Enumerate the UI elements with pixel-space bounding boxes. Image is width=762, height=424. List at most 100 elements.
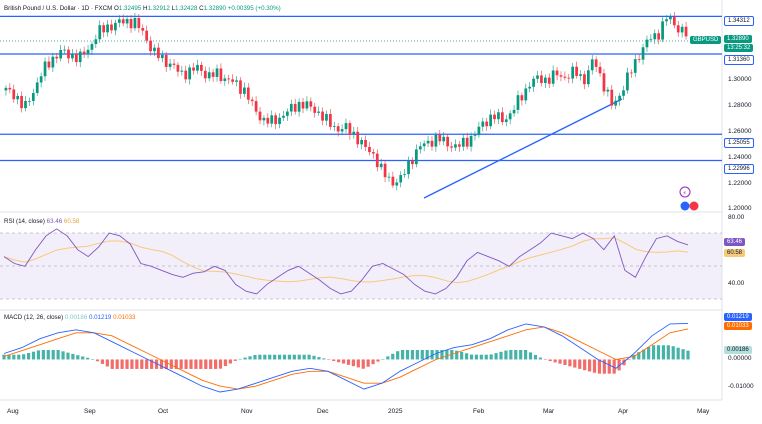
macd-histogram-bar: [302, 354, 306, 360]
candle-body: [633, 59, 637, 73]
candle-body: [274, 115, 278, 125]
candle-body: [24, 101, 27, 109]
rsi-line: [3, 228, 689, 295]
ticker-badge: GBPUSD: [690, 36, 722, 44]
candle-body: [325, 114, 328, 121]
candle-body: [368, 146, 371, 153]
macd-histogram-bar: [22, 354, 26, 360]
candle-body: [235, 80, 238, 82]
candle-body: [16, 95, 20, 100]
candle-body: [590, 59, 594, 71]
rsi-lines: [3, 228, 689, 295]
candle-body: [403, 174, 406, 176]
rsi-legend[interactable]: RSI (14, close) 63.46 60.58: [4, 218, 79, 225]
macd-histogram-bar: [366, 359, 370, 367]
candle-body: [266, 117, 270, 124]
low-label: L: [171, 5, 176, 12]
rsi-axis-mid: 40.00: [728, 280, 745, 287]
price-tick: 1.26000: [728, 128, 752, 135]
candle-body: [328, 114, 332, 127]
macd-histogram-bar: [583, 359, 587, 371]
candle-body: [477, 126, 481, 136]
uk-flag-event-icon[interactable]: [689, 201, 699, 211]
candle-body: [196, 64, 199, 71]
macd-histogram-bar: [194, 359, 198, 369]
macd-histogram-bar: [204, 359, 208, 369]
price-panel: [0, 0, 722, 212]
candle-body: [676, 25, 680, 33]
candle-body: [407, 160, 410, 175]
candle-body: [172, 63, 176, 65]
macd-histogram-bar: [356, 359, 360, 368]
horizontal-levels: [0, 15, 722, 162]
candle-body: [102, 25, 106, 33]
candle-body: [614, 100, 618, 106]
candle-body: [270, 115, 274, 124]
close-label: C: [199, 5, 204, 12]
macd-histogram-bar: [317, 357, 321, 360]
macd-histogram-bar: [548, 359, 552, 362]
candle-body: [239, 80, 242, 94]
candle-body: [31, 93, 35, 101]
candle-body: [399, 175, 403, 183]
candle-body: [188, 67, 192, 80]
candle-body: [141, 27, 145, 31]
macd-legend-hist: 0.00186: [64, 314, 88, 321]
candle-body: [364, 139, 367, 147]
candle-body: [278, 117, 281, 125]
macd-histogram-bar: [469, 354, 474, 360]
macd-histogram-bar: [573, 359, 577, 368]
time-tick: Mar: [543, 408, 555, 415]
candle-body: [219, 68, 223, 82]
symbol-legend[interactable]: British Pound / U.S. Dollar · 1D · FXCM …: [4, 5, 281, 12]
macd-histogram-bar: [27, 352, 31, 360]
candle-body: [82, 51, 86, 55]
macd-histogram-bar: [199, 359, 203, 369]
rsi-title: RSI (14, close): [4, 218, 45, 225]
macd-histogram-bar: [647, 347, 651, 360]
lightning-event-icon[interactable]: [679, 186, 691, 198]
macd-histogram-bar: [361, 359, 365, 369]
macd-histogram-bar: [381, 358, 385, 360]
macd-histogram-bar: [169, 359, 173, 369]
candle-body: [461, 137, 465, 147]
macd-histogram-bar: [268, 354, 272, 360]
candle-body: [258, 111, 262, 121]
macd-histogram-bar: [51, 349, 55, 360]
candle-body: [74, 53, 78, 63]
level-tag: 1.31360: [724, 55, 754, 65]
macd-histogram-bar: [297, 354, 301, 360]
candle-body: [493, 114, 496, 120]
candle-body: [200, 64, 203, 71]
macd-histogram-bar: [174, 359, 178, 369]
macd-histogram-bar: [612, 359, 616, 374]
us-flag-event-icon[interactable]: [680, 201, 690, 211]
candle-body: [94, 39, 98, 45]
candle-body: [289, 103, 293, 112]
candle-body: [246, 87, 250, 100]
macd-histogram-bar: [277, 354, 282, 360]
macd-histogram-bar: [66, 352, 70, 360]
candle-body: [344, 123, 348, 130]
candle-body: [563, 76, 567, 78]
candle-body: [254, 101, 258, 112]
close-value: 1.32890: [203, 5, 226, 12]
candle-body: [653, 33, 657, 40]
candle-body: [379, 163, 383, 168]
candle-body: [114, 22, 117, 31]
price-tick: 1.30000: [728, 76, 752, 83]
macd-axis-zero: 0.00000: [728, 355, 752, 362]
candle-body: [203, 70, 207, 79]
macd-legend[interactable]: MACD (12, 26, close) 0.00186 0.01219 0.0…: [4, 314, 135, 321]
macd-histogram-bar: [533, 354, 538, 360]
candle-body: [35, 82, 39, 94]
macd-histogram-bar: [327, 359, 331, 360]
candle-body: [211, 72, 215, 77]
candle-body: [438, 134, 442, 142]
macd-histogram-bar: [253, 354, 257, 360]
candle-body: [485, 121, 489, 127]
macd-histogram-bar: [76, 355, 80, 360]
macd-histogram-bar: [509, 349, 513, 360]
macd-histogram-bar: [292, 354, 296, 360]
